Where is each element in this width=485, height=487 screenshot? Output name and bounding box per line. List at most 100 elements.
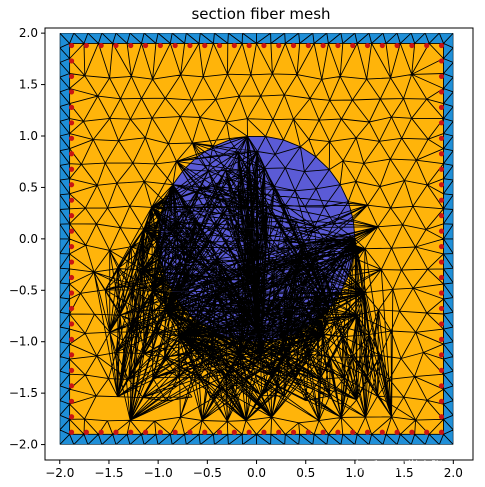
rebar-point: [68, 321, 75, 327]
rebar-point: [379, 42, 385, 49]
rebar-point: [68, 213, 75, 219]
rebar-point: [172, 429, 178, 435]
rebar-point: [202, 429, 208, 435]
rebar-point: [68, 305, 75, 312]
rebar-point: [350, 42, 356, 49]
rebar-point: [438, 197, 445, 203]
rebar-point: [438, 135, 445, 141]
rebar-point: [187, 42, 193, 49]
rebar-point: [142, 429, 149, 435]
rebar-point: [438, 213, 445, 219]
y-tick-label: −1.0: [9, 335, 38, 349]
y-tick-label: −2.0: [9, 438, 38, 452]
rebar-point: [290, 42, 297, 49]
rebar-point: [438, 383, 445, 389]
y-tick-label: −0.5: [9, 283, 38, 297]
rebar-point: [157, 42, 163, 49]
rebar-point: [68, 290, 75, 296]
x-tick-label: −1.0: [144, 466, 173, 480]
rebar-point: [261, 42, 267, 49]
rebar-point: [157, 429, 163, 435]
rebar-point: [438, 274, 445, 281]
x-tick-label: 2.0: [444, 466, 463, 480]
rebar-point: [438, 398, 445, 404]
x-axis: −2.0 −1.5 −1.0 −0.5 0.0 0.5 1.0 1.5 2.0: [45, 460, 463, 480]
rebar-point: [276, 429, 282, 435]
rebar-point: [438, 73, 445, 80]
rebar-point: [68, 104, 75, 110]
y-tick-label: −1.5: [9, 386, 38, 400]
y-tick-label: 1.5: [19, 78, 38, 92]
rebar-point: [424, 429, 430, 435]
rebar-point: [305, 429, 311, 435]
y-tick-label: 2.0: [19, 26, 38, 40]
rebar-point: [68, 398, 75, 404]
rebar-point: [350, 429, 356, 435]
rebar-point: [438, 290, 445, 296]
x-tick-label: 0.5: [296, 466, 315, 480]
rebar-point: [68, 166, 75, 172]
plot-area: [44, 27, 474, 461]
rebar-point: [409, 42, 415, 49]
x-tick-label: 1.0: [345, 466, 364, 480]
rebar-point: [438, 104, 445, 110]
rebar-point: [438, 429, 445, 435]
rebar-point: [68, 336, 75, 343]
rebar-point: [438, 352, 445, 358]
rebar-point: [438, 151, 445, 157]
rebar-point: [438, 182, 445, 188]
rebar-point: [113, 42, 119, 49]
rebar-point: [438, 243, 445, 250]
rebar-point: [68, 135, 75, 141]
rebar-point: [83, 42, 89, 49]
rebar-point: [142, 42, 149, 49]
rebar-point: [290, 429, 297, 435]
rebar-point: [438, 305, 445, 312]
rebar-point: [438, 228, 445, 234]
rebar-point: [68, 243, 75, 250]
rebar-point: [320, 429, 326, 435]
rebar-point: [216, 429, 223, 435]
y-tick-label: 0.5: [19, 180, 38, 194]
y-tick-label: 0.0: [19, 232, 38, 246]
rebar-point: [68, 274, 75, 281]
rebar-point: [246, 429, 252, 435]
rebar-point: [83, 429, 89, 435]
rebar-point: [335, 42, 341, 49]
rebar-point: [68, 352, 75, 358]
x-tick-label: −1.5: [94, 466, 123, 480]
rebar-point: [394, 429, 400, 435]
rebar-point: [261, 429, 267, 435]
rebar-point: [98, 42, 104, 49]
rebar-point: [276, 42, 282, 49]
rebar-point: [305, 42, 311, 49]
rebar-point: [438, 58, 445, 64]
rebar-point: [438, 120, 445, 126]
rebar-point: [113, 429, 119, 435]
x-tick-label: 1.5: [395, 466, 414, 480]
rebar-point: [68, 42, 75, 49]
rebar-point: [68, 197, 75, 203]
chart-title: section fiber mesh: [191, 5, 330, 23]
rebar-point: [202, 42, 208, 49]
axes-frame: [44, 27, 474, 461]
rebar-point: [320, 42, 326, 49]
rebar-point: [438, 367, 445, 373]
rebar-point: [335, 429, 341, 435]
rebar-point: [231, 429, 237, 435]
x-tick-label: −2.0: [45, 466, 74, 480]
rebar-point: [438, 166, 445, 172]
rebar-point: [187, 429, 193, 435]
rebar-point: [128, 42, 134, 49]
y-tick-label: 1.0: [19, 129, 38, 143]
rebar-point: [68, 228, 75, 234]
rebar-point: [68, 73, 75, 80]
rebar-point: [409, 429, 415, 435]
rebar-point: [231, 42, 237, 49]
rebar-point: [438, 321, 445, 327]
rebar-point: [68, 151, 75, 157]
rebar-point: [379, 429, 385, 435]
rebar-point: [68, 383, 75, 389]
rebar-point: [438, 89, 445, 95]
